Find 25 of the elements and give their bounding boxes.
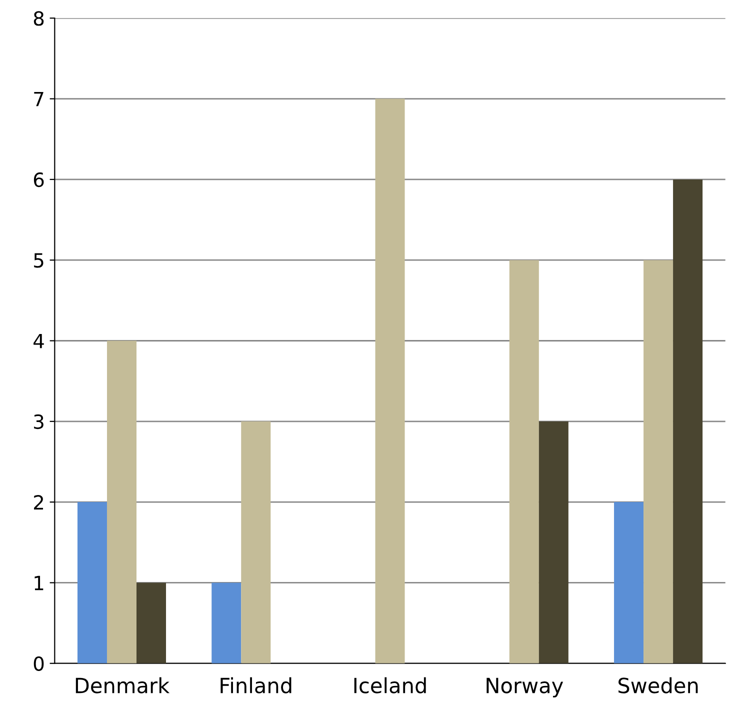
bar [538,421,568,664]
y-tick-label: 4 [34,334,44,348]
bar [77,502,107,664]
bar [614,502,644,664]
y-tick-label: 1 [34,576,44,590]
y-tick-label: 2 [34,495,44,510]
y-tick-label: 7 [34,92,44,106]
bar [136,582,166,664]
x-tick-label: Finland [220,677,292,694]
bar [106,340,136,664]
y-tick-label: 5 [34,253,44,268]
y-tick-label: 0 [34,656,44,672]
bar [509,260,539,664]
y-tick-label: 6 [34,172,44,188]
x-tick-label: Sweden [618,677,698,694]
y-tick-label: 8 [34,11,44,26]
bar [212,582,242,664]
bar [241,421,271,664]
bar [644,260,674,664]
bar [375,98,405,664]
x-tick-label: Iceland [354,677,426,694]
x-tick-label: Denmark [76,677,170,694]
x-tick-label: Norway [486,678,564,698]
bar [673,179,703,664]
y-tick-label: 3 [34,414,44,430]
